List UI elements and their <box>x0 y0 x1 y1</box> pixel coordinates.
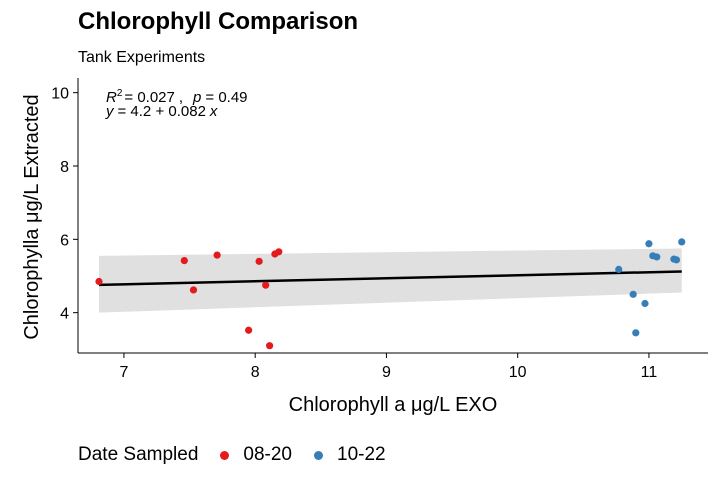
confidence-band <box>99 248 682 313</box>
p-label: p <box>192 89 201 106</box>
equation-annotation: y = 4.2 + 0.082 x <box>105 103 218 120</box>
x-tick-label-7: 7 <box>119 364 128 381</box>
r2-annotation: R2 = 0.027, p = 0.49 <box>106 88 248 106</box>
r2-label: R <box>106 89 117 106</box>
eq-x: x <box>209 103 218 120</box>
x-tick-label-8: 8 <box>251 364 260 381</box>
scatter-chart: 7 8 9 10 11 4 6 8 10 R2 = 0.027, p = 0.49 y = 4.2 + … <box>21 78 708 416</box>
legend: Date Sampled 08-20 10-22 <box>78 444 400 466</box>
data-point-08-20-7 <box>262 281 270 289</box>
legend-item-08-20: 08-20 <box>212 444 292 466</box>
eq-rest: = 4.2 + 0.082 <box>118 103 206 120</box>
p-value: = 0.49 <box>205 89 247 106</box>
x-tick-label-11: 11 <box>641 364 658 381</box>
r2-superscript: 2 <box>117 88 123 99</box>
x-tick-label-10: 10 <box>509 364 527 381</box>
data-point-10-22-1 <box>615 265 623 273</box>
regression-line <box>98 270 682 287</box>
x-axis-label-text: Chlorophyll a μg/L EXO <box>289 394 498 416</box>
data-point-10-22-9 <box>672 256 681 264</box>
data-point-10-22-3 <box>632 329 640 337</box>
legend-item-10-22: 10-22 <box>306 444 386 466</box>
data-point-08-20-6 <box>255 257 263 265</box>
data-point-08-20-10 <box>275 248 283 256</box>
chart-subtitle: Tank Experiments <box>78 49 206 66</box>
eq-y: y <box>105 103 115 120</box>
chart-title: Chlorophyll Comparison <box>78 8 359 35</box>
data-point-08-20-3 <box>189 286 198 294</box>
data-point-08-20-5 <box>245 326 253 334</box>
legend-title: Date Sampled <box>78 444 199 465</box>
x-tick-label-9: 9 <box>382 364 391 381</box>
y-tick-label-8: 8 <box>60 159 69 176</box>
data-point-10-22-7 <box>653 253 661 261</box>
y-axis-label-text: Chlorophylla μg/L Extracted <box>21 94 43 339</box>
legend-label-08-20: 08-20 <box>243 444 293 465</box>
data-point-08-20-4 <box>213 251 221 259</box>
x-axis-label: Chlorophyll a μg/L EXO <box>289 394 498 416</box>
data-point-10-22-4 <box>641 299 649 308</box>
y-tick-label-10: 10 <box>51 86 69 103</box>
y-tick-label-4: 4 <box>60 306 69 323</box>
data-point-10-22-10 <box>678 238 686 246</box>
legend-dot-red <box>220 450 230 460</box>
legend-label-10-22: 10-22 <box>337 444 386 465</box>
data-point-10-22-2 <box>629 290 637 298</box>
data-point-08-20-2 <box>180 257 188 265</box>
data-point-10-22-5 <box>645 240 653 248</box>
r2-value: = 0.027 <box>124 89 174 106</box>
y-tick-label-6: 6 <box>60 232 69 249</box>
legend-dot-blue <box>314 450 324 460</box>
y-axis-label: Chlorophylla μg/L Extracted <box>21 94 43 339</box>
data-point-08-20-1 <box>95 277 103 286</box>
data-point-08-20-8 <box>266 342 274 350</box>
